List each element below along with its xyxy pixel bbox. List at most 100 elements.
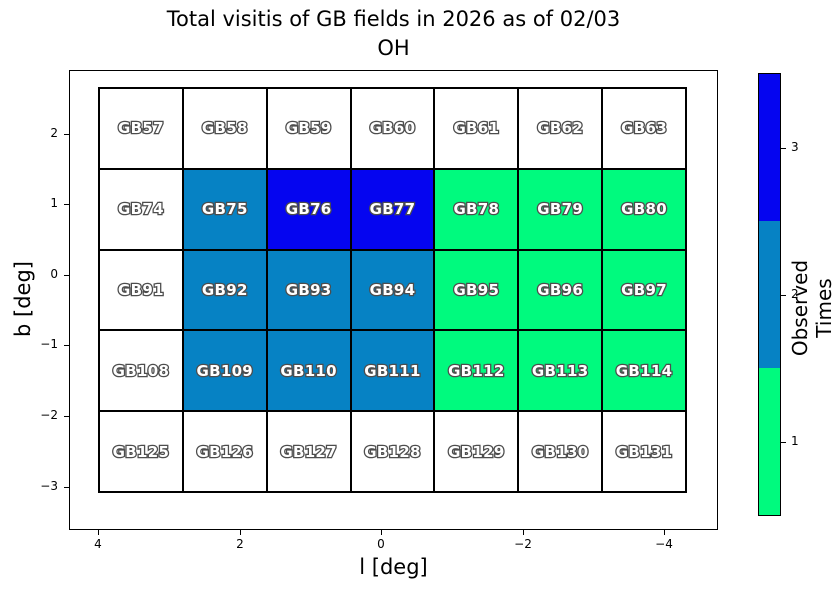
field-label: GB110 (279, 360, 338, 381)
field-grid: GB57 GB58 GB59 GB60 GB61 GB62 GB63 GB74 GB75 GB76… (98, 87, 687, 493)
field-cell-GB113: GB113 (518, 330, 603, 412)
colorbar-segment-3 (759, 74, 780, 221)
field-label: GB111 (363, 360, 422, 381)
field-cell-GB76: GB76 (266, 168, 351, 250)
field-label: GB79 (536, 199, 584, 220)
x-tick-mark (664, 530, 666, 535)
y-tick-mark (64, 487, 69, 489)
field-label: GB58 (201, 118, 249, 139)
field-label: GB114 (614, 360, 673, 381)
field-label: GB127 (279, 441, 338, 462)
title-line1: Total visitis of GB fields in 2026 as of… (166, 7, 621, 31)
x-tick-mark (381, 530, 383, 535)
y-tick-label: −2 (40, 408, 58, 422)
field-cell-GB111: GB111 (350, 330, 435, 412)
y-tick-mark (64, 416, 69, 418)
field-cell-GB129: GB129 (434, 411, 519, 492)
y-tick-label: −3 (40, 479, 58, 493)
field-label: GB61 (452, 118, 500, 139)
x-tick-label: 0 (377, 537, 385, 551)
field-label: GB76 (284, 199, 332, 220)
field-label: GB128 (363, 441, 422, 462)
field-cell-GB97: GB97 (602, 249, 686, 331)
field-cell-GB58: GB58 (182, 88, 267, 169)
field-label: GB125 (111, 441, 170, 462)
field-cell-GB112: GB112 (434, 330, 519, 412)
field-label: GB97 (620, 280, 668, 301)
field-label: GB108 (111, 360, 170, 381)
field-cell-GB110: GB110 (266, 330, 351, 412)
field-cell-GB91: GB91 (99, 249, 183, 331)
field-label: GB96 (536, 280, 584, 301)
colorbar-segment-1 (759, 368, 780, 515)
field-label: GB62 (536, 118, 584, 139)
colorbar-tick-mark (781, 148, 786, 150)
field-cell-GB93: GB93 (266, 249, 351, 331)
x-tick-mark (240, 530, 242, 535)
field-label: GB91 (117, 280, 165, 301)
field-cell-GB60: GB60 (350, 88, 435, 169)
field-cell-GB94: GB94 (350, 249, 435, 331)
field-cell-GB114: GB114 (602, 330, 686, 412)
y-tick-mark (64, 345, 69, 347)
field-label: GB130 (531, 441, 590, 462)
field-cell-GB125: GB125 (99, 411, 183, 492)
field-label: GB57 (117, 118, 165, 139)
field-label: GB94 (368, 280, 416, 301)
field-cell-GB95: GB95 (434, 249, 519, 331)
field-label: GB109 (195, 360, 254, 381)
field-cell-GB92: GB92 (182, 249, 267, 331)
field-label: GB126 (195, 441, 254, 462)
chart-title: Total visitis of GB fields in 2026 as of… (69, 5, 718, 63)
field-cell-GB127: GB127 (266, 411, 351, 492)
colorbar-segment-2 (759, 221, 780, 368)
field-label: GB75 (201, 199, 249, 220)
field-label: GB59 (284, 118, 332, 139)
field-label: GB95 (452, 280, 500, 301)
y-tick-mark (64, 275, 69, 277)
colorbar (758, 73, 781, 516)
field-cell-GB79: GB79 (518, 168, 603, 250)
field-label: GB113 (531, 360, 590, 381)
y-tick-label: −1 (40, 337, 58, 351)
field-label: GB60 (368, 118, 416, 139)
field-cell-GB62: GB62 (518, 88, 603, 169)
field-cell-GB108: GB108 (99, 330, 183, 412)
field-label: GB92 (201, 280, 249, 301)
field-label: GB78 (452, 199, 500, 220)
x-tick-mark (98, 530, 100, 535)
colorbar-tick-label: 1 (791, 434, 799, 448)
y-tick-label: 1 (50, 196, 58, 210)
field-label: GB77 (368, 199, 416, 220)
field-cell-GB131: GB131 (602, 411, 686, 492)
field-label: GB112 (447, 360, 506, 381)
field-cell-GB130: GB130 (518, 411, 603, 492)
colorbar-tick-label: 2 (791, 287, 799, 301)
field-cell-GB96: GB96 (518, 249, 603, 331)
field-cell-GB57: GB57 (99, 88, 183, 169)
title-line2: OH (377, 36, 410, 60)
x-tick-label: 2 (236, 537, 244, 551)
y-tick-mark (64, 204, 69, 206)
field-cell-GB75: GB75 (182, 168, 267, 250)
colorbar-label: Observed Times (788, 259, 835, 357)
colorbar-tick-mark (781, 295, 786, 297)
field-cell-GB126: GB126 (182, 411, 267, 492)
x-tick-mark (523, 530, 525, 535)
x-tick-label: −4 (655, 537, 673, 551)
field-cell-GB61: GB61 (434, 88, 519, 169)
field-label: GB74 (117, 199, 165, 220)
field-label: GB93 (284, 280, 332, 301)
field-cell-GB78: GB78 (434, 168, 519, 250)
y-tick-label: 0 (50, 267, 58, 281)
field-cell-GB128: GB128 (350, 411, 435, 492)
field-label: GB129 (447, 441, 506, 462)
field-label: GB131 (614, 441, 673, 462)
field-cell-GB77: GB77 (350, 168, 435, 250)
colorbar-tick-mark (781, 442, 786, 444)
y-tick-label: 2 (50, 126, 58, 140)
colorbar-tick-label: 3 (791, 140, 799, 154)
x-tick-label: −2 (514, 537, 532, 551)
field-label: GB80 (620, 199, 668, 220)
